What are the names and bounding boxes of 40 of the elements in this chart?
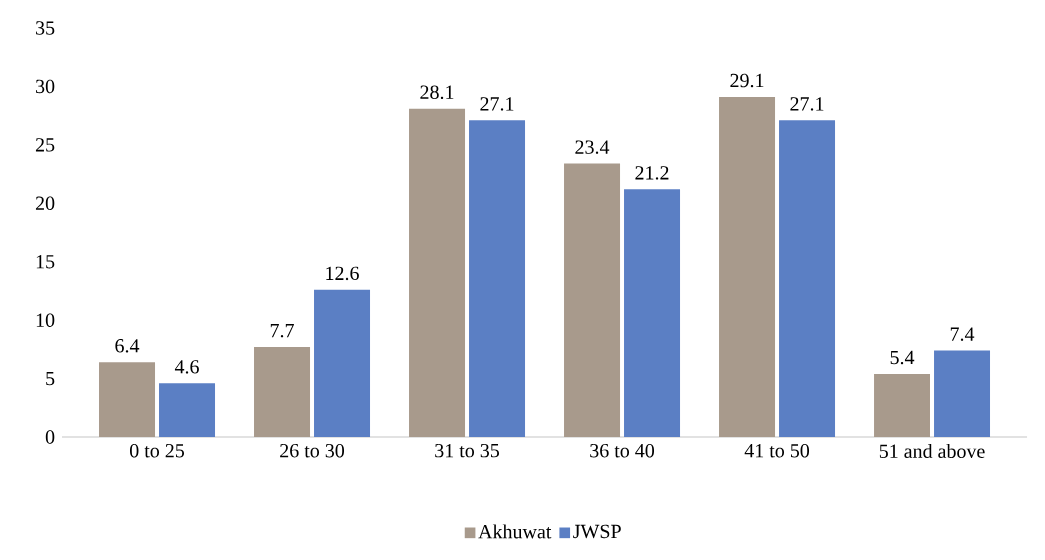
bar — [469, 120, 526, 437]
legend-label: JWSP — [573, 524, 621, 539]
bar — [719, 96, 776, 437]
data-label: 28.1 — [420, 85, 454, 100]
x-tick-label: 36 to 40 — [590, 443, 655, 458]
data-label: 5.4 — [890, 350, 915, 365]
data-label: 27.1 — [480, 97, 514, 111]
y-tick-label: 20 — [35, 196, 55, 211]
bar — [779, 120, 836, 437]
bar — [159, 383, 216, 437]
data-label: 21.2 — [635, 166, 669, 180]
data-label: 7.4 — [950, 327, 975, 341]
data-label: 7.7 — [270, 324, 294, 338]
y-tick-label: 25 — [35, 138, 55, 152]
y-tick-label: 15 — [36, 255, 55, 269]
legend-label: Akhuwat — [478, 524, 552, 539]
bar — [314, 289, 371, 437]
y-tick-label: 35 — [36, 21, 55, 35]
y-tick-label: 5 — [46, 371, 55, 386]
x-tick-label: 26 to 30 — [280, 443, 345, 458]
bar — [874, 373, 931, 437]
x-tick-label: 31 to 35 — [435, 443, 500, 458]
bar — [564, 163, 621, 437]
y-tick-label: 10 — [36, 313, 55, 327]
bar — [254, 347, 311, 437]
x-tick-label: 0 to 25 — [130, 443, 185, 458]
data-label: 4.6 — [174, 360, 199, 374]
bar — [934, 350, 991, 437]
bar — [624, 189, 681, 437]
y-tick-label: 0 — [45, 430, 55, 444]
x-tick-label: 41 to 50 — [744, 443, 810, 458]
x-tick-label: 51 and above — [879, 443, 985, 458]
y-tick-label: 30 — [36, 79, 55, 94]
data-label: 29.1 — [730, 73, 764, 88]
data-label: 27.1 — [790, 97, 824, 111]
bar — [409, 108, 466, 437]
bar — [99, 362, 156, 437]
data-label: 12.6 — [326, 266, 359, 281]
data-label: 6.4 — [115, 339, 140, 353]
data-label: 23.4 — [575, 140, 610, 154]
